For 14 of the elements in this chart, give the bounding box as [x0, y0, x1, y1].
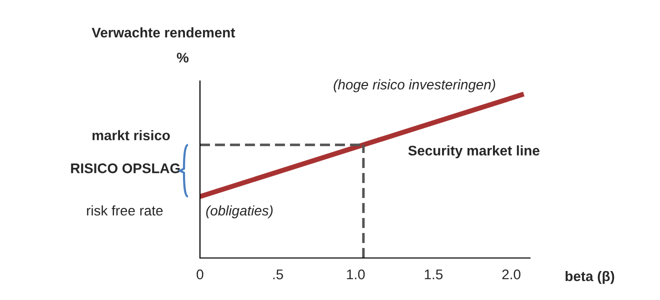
x-axis-title: beta (β) [566, 270, 614, 284]
annotation: (obligaties) [206, 205, 273, 218]
x-tick-label: 1.0 [347, 269, 365, 280]
annotation: Security market line [408, 145, 540, 158]
text: markt risico [92, 130, 170, 140]
x-tick-label: 2.0 [502, 269, 520, 280]
x-tick-label: 0 [196, 269, 204, 280]
annotation: (hoge risico investeringen) [334, 79, 496, 92]
x-tick-label: .5 [273, 270, 284, 280]
text: RISICO OPSLAG [71, 163, 180, 174]
text: risk free rate [87, 205, 163, 216]
y-axis-title: Verwachte rendement [92, 27, 236, 38]
x-tick-label: 1.5 [424, 270, 443, 280]
text: % [176, 52, 188, 62]
